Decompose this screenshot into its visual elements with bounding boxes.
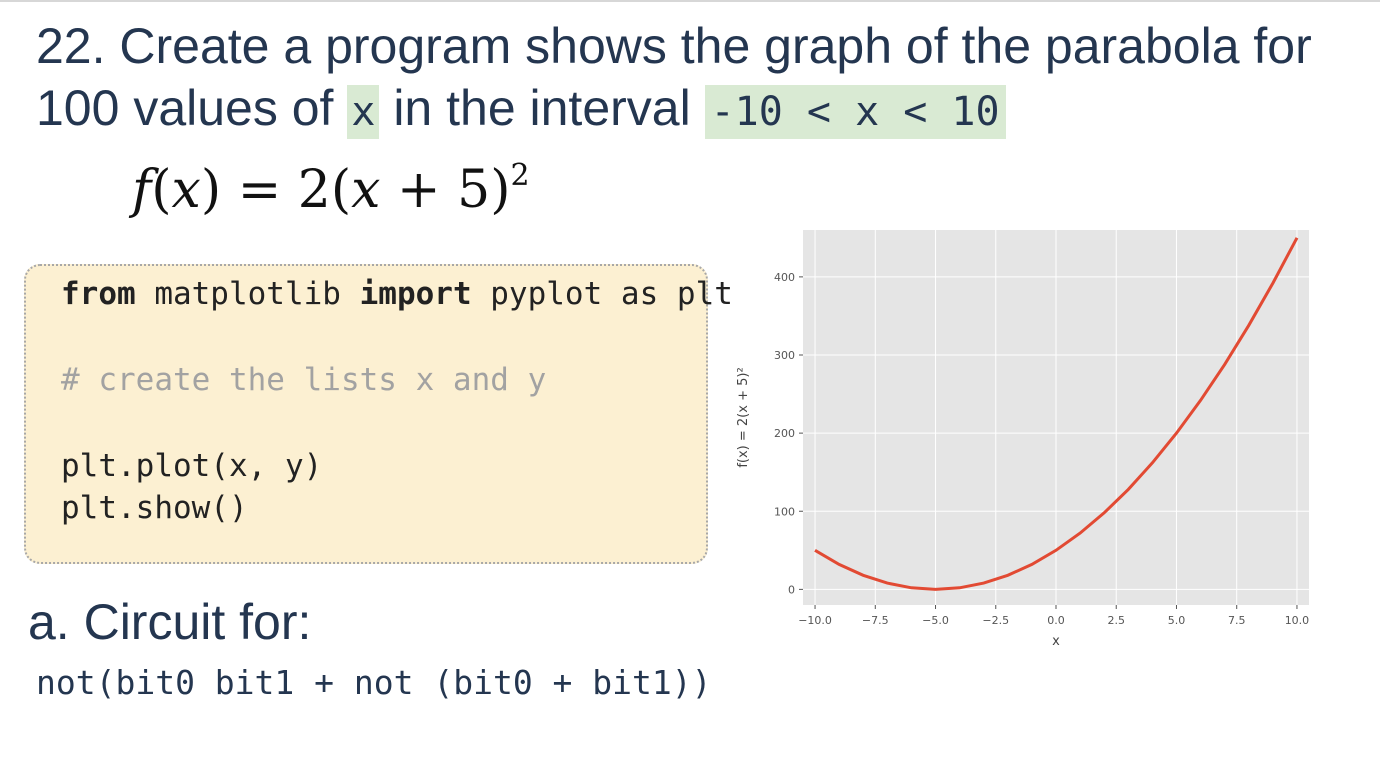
parabola-line (814, 237, 1299, 591)
question-text-3: in the interval (379, 80, 705, 136)
y-axis-label: f(x) = 2(x + 5)² (736, 367, 751, 467)
tick-labels: −10.0 −7.5 −5.0 −2.5 0.0 2.5 5.0 7.5 10.0 0 100 200… (774, 271, 1309, 627)
code-line-plot: plt.plot(x, y) (61, 448, 323, 484)
formula-exponent: 2 (510, 157, 530, 193)
x-tick-label: −5.0 (922, 614, 949, 627)
code-comment: # create the lists x and y (61, 362, 547, 398)
formula-f: f (132, 160, 152, 220)
variable-x-highlight: x (347, 85, 380, 139)
parabola-chart: −10.0 −7.5 −5.0 −2.5 0.0 2.5 5.0 7.5 10.0 0 100 200… (736, 230, 1309, 649)
code-block: from matplotlib import pyplot as plt # c… (24, 264, 733, 564)
keyword-from: from (61, 276, 136, 312)
circuit-expression: not(bit0 bit1 + not (bit0 + bit1)) (36, 663, 712, 702)
formula-plus5: + 5) (380, 160, 511, 220)
x-tick-label: −2.5 (982, 614, 1009, 627)
x-tick-label: 7.5 (1228, 614, 1246, 627)
code-line-show: plt.show() (61, 490, 248, 526)
y-tick-label: 300 (774, 349, 795, 362)
y-tick-label: 200 (774, 427, 795, 440)
question-line-1: 22. Create a program shows the graph of … (36, 16, 1312, 76)
x-tick-label: 2.5 (1107, 614, 1125, 627)
formula-open: ( (151, 160, 172, 220)
parabola-formula: f(x) = 2(x + 5)2 (132, 157, 530, 220)
x-tick-label: 5.0 (1168, 614, 1186, 627)
y-tick-label: 400 (774, 271, 795, 284)
top-divider (0, 0, 1380, 2)
question-line-2: 100 values of x in the interval -10 < x … (36, 78, 1006, 142)
x-tick-label: −10.0 (798, 614, 832, 627)
keyword-import: import (359, 276, 472, 312)
circuit-heading: a. Circuit for: (28, 594, 312, 650)
x-tick-label: 10.0 (1285, 614, 1310, 627)
x-tick-label: −7.5 (862, 614, 889, 627)
grid-lines (803, 230, 1309, 605)
y-tick-label: 100 (774, 505, 795, 518)
formula-x: x (171, 160, 201, 220)
code-module: matplotlib (135, 276, 360, 312)
x-axis-label: x (1052, 634, 1060, 649)
question-text-1: 22. Create a program shows the graph of … (36, 18, 1312, 74)
interval-highlight: -10 < x < 10 (704, 85, 1006, 139)
formula-close-eq: ) = 2( (200, 160, 352, 220)
formula-x2: x (351, 160, 381, 220)
code-line-import: from matplotlib import pyplot as plt (61, 274, 733, 314)
question-text-2: 100 values of (36, 80, 348, 136)
x-tick-label: 0.0 (1047, 614, 1065, 627)
code-import-rest: pyplot as plt (471, 276, 733, 312)
y-tick-label: 0 (788, 583, 795, 596)
